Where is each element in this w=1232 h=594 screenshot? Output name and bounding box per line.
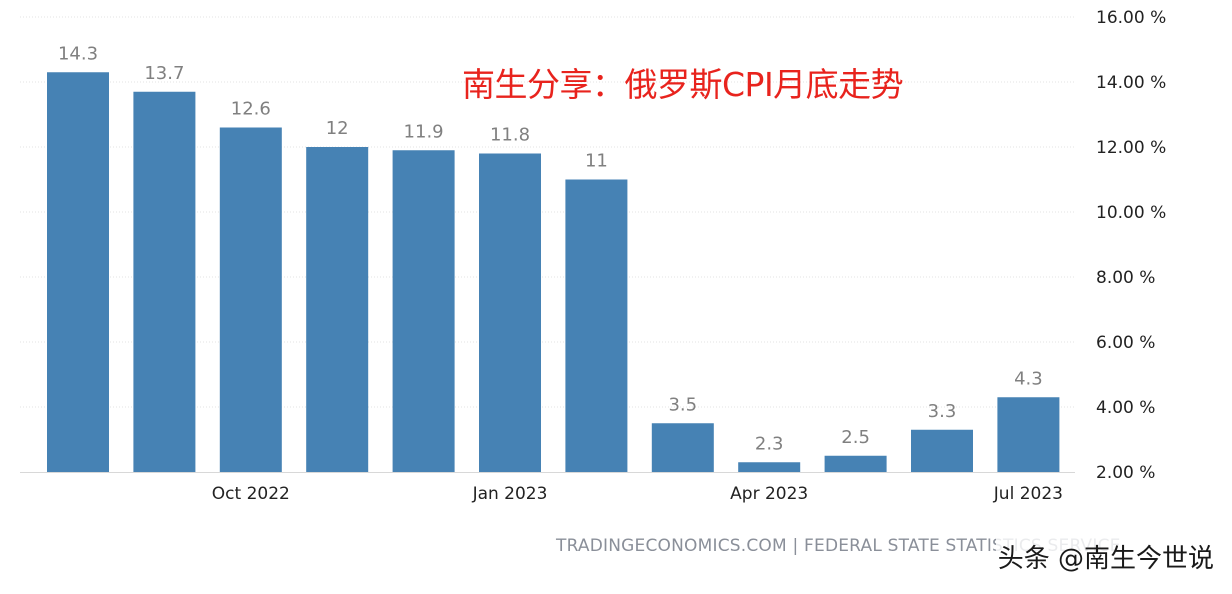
value-labels: 14.3 13.7 12.6 12 11.9 11.8 11 3.5 2.3 2.5 3.3 4.3 <box>58 43 1043 454</box>
overlay-title: 南生分享：俄罗斯CPI月底走势 <box>462 65 904 104</box>
bar <box>133 91 196 472</box>
bar <box>306 147 369 472</box>
bar <box>479 153 541 472</box>
y-tick-label: 2.00 % <box>1096 463 1155 483</box>
value-label: 11 <box>585 151 608 172</box>
y-tick-label: 14.00 % <box>1096 73 1166 93</box>
value-label: 12 <box>326 118 349 139</box>
bar <box>738 462 801 472</box>
value-label: 14.3 <box>58 43 98 64</box>
y-tick-label: 16.00 % <box>1096 8 1166 28</box>
x-tick-label: Oct 2022 <box>212 484 290 504</box>
bars <box>47 72 1060 472</box>
value-label: 2.5 <box>841 427 870 448</box>
value-label: 12.6 <box>231 99 271 120</box>
bar <box>565 179 628 472</box>
bar <box>911 429 973 472</box>
bar <box>997 397 1060 472</box>
x-tick-label: Jan 2023 <box>472 484 548 504</box>
y-tick-label: 6.00 % <box>1096 333 1155 353</box>
watermark: 头条 @南生今世说 <box>995 538 1216 575</box>
bar <box>219 127 282 472</box>
grid-lines <box>20 16 1075 473</box>
value-label: 4.3 <box>1014 368 1043 389</box>
source-attribution: TRADINGECONOMICS.COM | FEDERAL STATE STA… <box>556 536 1121 556</box>
bar <box>47 72 109 472</box>
value-label: 11.8 <box>490 125 530 146</box>
y-tick-label: 8.00 % <box>1096 268 1155 288</box>
value-label: 13.7 <box>144 63 184 84</box>
value-label: 3.3 <box>928 401 957 422</box>
value-label: 2.3 <box>755 433 784 454</box>
y-tick-label: 4.00 % <box>1096 398 1155 418</box>
bar <box>824 455 887 472</box>
value-label: 11.9 <box>404 121 444 142</box>
bar <box>392 150 455 472</box>
bar <box>651 423 714 472</box>
y-tick-label: 12.00 % <box>1096 138 1166 158</box>
y-axis: 2.00 % 4.00 % 6.00 % 8.00 % 10.00 % 12.00 % 14… <box>1096 8 1166 483</box>
x-tick-label: Jul 2023 <box>993 484 1063 504</box>
y-tick-label: 10.00 % <box>1096 203 1166 223</box>
value-label: 3.5 <box>668 394 697 415</box>
x-tick-label: Apr 2023 <box>730 484 808 504</box>
x-axis: Oct 2022 Jan 2023 Apr 2023 Jul 2023 <box>212 484 1063 504</box>
